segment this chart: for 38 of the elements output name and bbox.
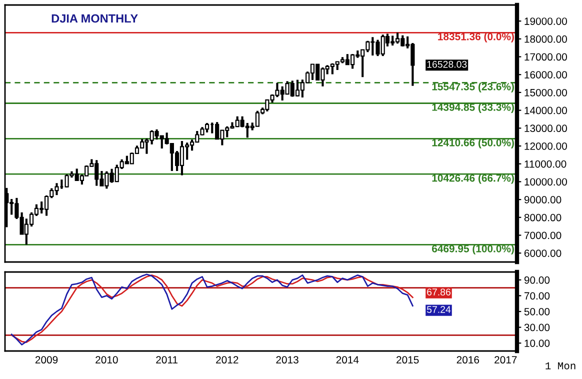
x-tick-label: 2009 xyxy=(35,356,58,364)
annotation: 67.86 xyxy=(427,288,450,296)
ref-line-label: 18351.36 (0.0%) xyxy=(438,32,514,42)
y-tick-label: 16000.00 xyxy=(524,71,567,78)
y-tick-label: 90.00 xyxy=(524,276,550,284)
y-tick-label: 11000.00 xyxy=(524,160,566,168)
x-tick-label: 2014 xyxy=(336,356,359,364)
y-tick-label: 30.00 xyxy=(524,324,550,332)
text: DJIA MONTHLY xyxy=(52,14,138,23)
x-tick-label: 2017 xyxy=(494,356,517,364)
y-tick-label: 12000.00 xyxy=(524,142,567,150)
ref-line-label: 10426.46 (66.7%) xyxy=(432,174,514,184)
x-tick-label: 2015 xyxy=(396,356,419,364)
y-tick-label: 9000.00 xyxy=(524,196,562,204)
ref-line-label: 15547.35 (23.6%) xyxy=(432,82,514,92)
x-tick-label: 2013 xyxy=(276,356,298,364)
y-tick-label: 13000.00 xyxy=(524,124,567,132)
x-tick-label: 2016 xyxy=(456,356,480,364)
y-tick-label: 8000.00 xyxy=(524,214,562,222)
ref-line-label: 6469.95 (100.0%) xyxy=(432,244,514,254)
y-tick-label: 10.00 xyxy=(524,340,550,347)
y-tick-label: 15000.00 xyxy=(524,88,567,96)
y-tick-label: 6000.00 xyxy=(524,250,562,257)
x-tick-label: 2012 xyxy=(216,356,238,364)
text: 1 Mon xyxy=(546,362,576,370)
y-tick-label: 50.00 xyxy=(524,308,550,316)
y-tick-label: 70.00 xyxy=(524,292,550,300)
y-tick-label: 17000.00 xyxy=(524,53,567,61)
annotation: 16528.03 xyxy=(427,60,467,68)
x-tick-label: 2010 xyxy=(96,356,118,364)
y-tick-label: 14000.00 xyxy=(524,106,567,114)
y-tick-label: 7000.00 xyxy=(524,232,562,240)
y-tick-label: 18000.00 xyxy=(524,35,567,43)
y-tick-label: 19000.00 xyxy=(524,18,567,25)
ref-line-label: 12410.66 (50.0%) xyxy=(432,138,514,148)
annotation: 57.24 xyxy=(426,306,451,313)
y-tick-label: 10000.00 xyxy=(524,178,567,186)
x-tick-label: 2011 xyxy=(156,356,178,364)
